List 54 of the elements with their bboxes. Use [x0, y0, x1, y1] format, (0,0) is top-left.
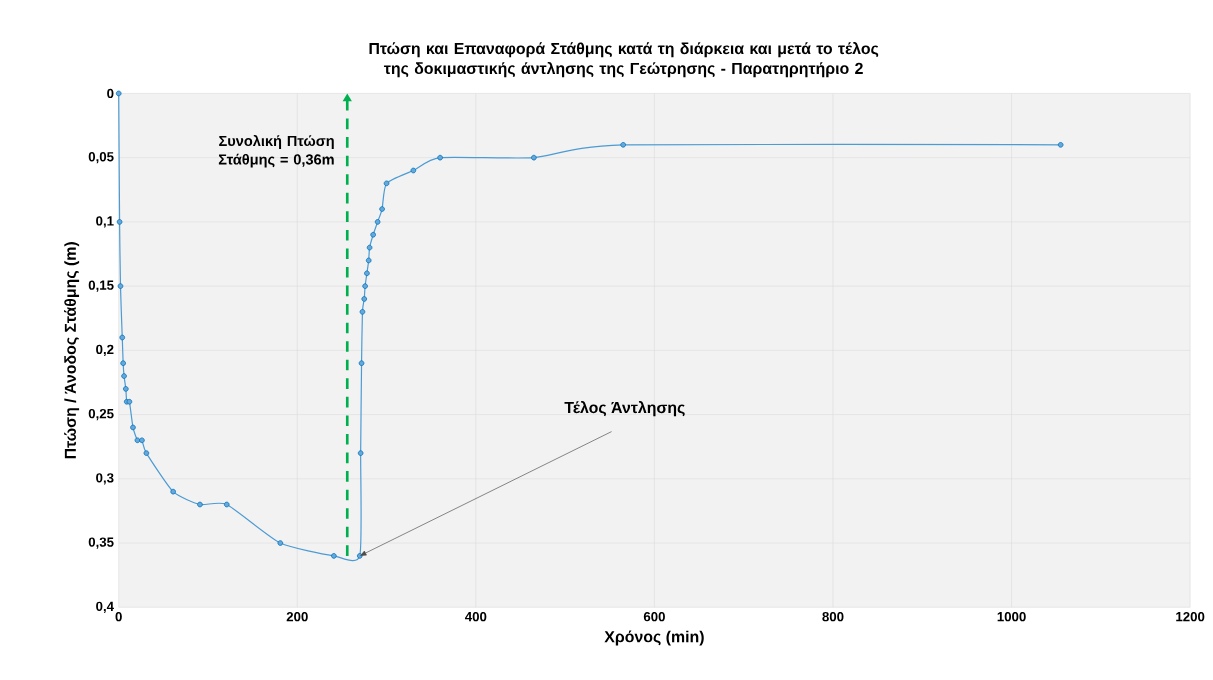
point: [331, 553, 337, 559]
point: [123, 386, 129, 392]
annotation: Συνολική Πτώση Στάθμης = 0,36m: [218, 135, 334, 168]
y-tick-label: 0,35: [88, 537, 114, 549]
point: [134, 437, 141, 444]
y-tick-label: 0,1: [96, 216, 114, 228]
point: [197, 501, 203, 508]
point: [379, 206, 385, 212]
point: [410, 167, 417, 174]
point: [130, 424, 136, 431]
point: [620, 142, 626, 148]
x-tick-label: 800: [822, 612, 844, 622]
point: [358, 360, 365, 367]
y-tick-label: 0,3: [96, 473, 114, 485]
y-tick-label: 0,25: [88, 409, 114, 421]
y-tick-label: 0,4: [96, 601, 114, 614]
point: [364, 270, 370, 277]
point: [374, 219, 381, 225]
x-tick-label: 1200: [1176, 612, 1205, 622]
y-tick-label: 0,15: [88, 280, 114, 292]
point: [383, 180, 390, 187]
point: [120, 360, 126, 367]
x-tick-label: 0: [115, 612, 122, 622]
point: [277, 540, 284, 546]
x-tick-label: 1000: [997, 612, 1026, 622]
y-tick-label: 0,2: [96, 344, 114, 357]
point: [223, 501, 230, 508]
x-axis-title: Χρόνος (min): [604, 630, 704, 646]
point: [531, 154, 537, 161]
point: [362, 283, 368, 289]
point: [361, 296, 368, 302]
point: [143, 450, 150, 456]
point: [366, 244, 373, 251]
y-axis-title: Πτώση / Άνοδος Στάθμης (m): [64, 242, 80, 459]
point: [370, 232, 376, 238]
chart-title: Πτώση και Επαναφορά Στάθμης κατά τη διάρκεια και μετά το τέλος της δοκιμαστικής άντλησης της Γεώτρησης - Παρατηρητήριο 2: [369, 42, 879, 78]
x-tick-label: 400: [464, 612, 487, 622]
point: [116, 219, 123, 225]
point: [115, 90, 122, 97]
point: [437, 154, 443, 161]
point: [359, 309, 366, 315]
x-tick-label: 200: [286, 612, 308, 622]
point: [365, 257, 372, 264]
annotation: Τέλος Άντλησης: [564, 401, 685, 417]
y-tick-label: 0,05: [88, 152, 114, 164]
point: [117, 283, 124, 289]
point: [139, 437, 145, 444]
x-tick-label: 600: [643, 612, 665, 622]
point: [1057, 142, 1064, 148]
point: [170, 488, 176, 495]
point: [357, 450, 364, 456]
point: [119, 334, 126, 341]
point: [121, 373, 127, 379]
y-tick-label: 0: [107, 88, 114, 99]
